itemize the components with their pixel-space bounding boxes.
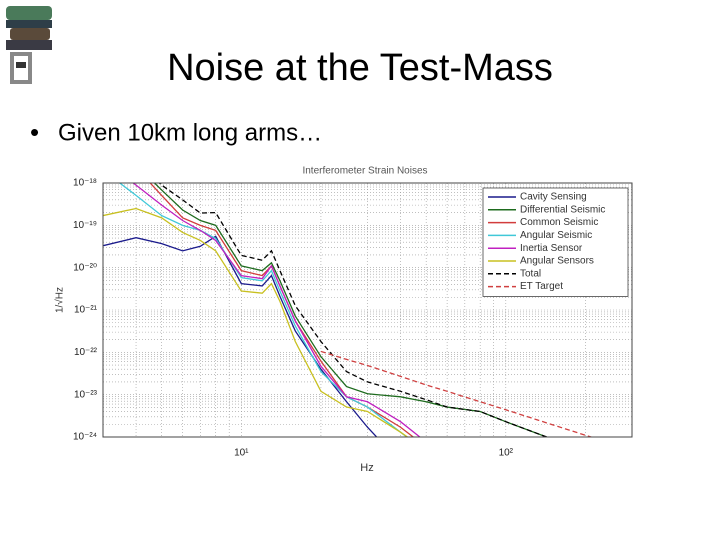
series-line [158, 183, 549, 437]
legend-label: ET Target [520, 281, 563, 292]
series-line [103, 207, 409, 437]
legend-label: Angular Seismic [520, 230, 592, 241]
chart-title: Interferometer Strain Noises [302, 166, 427, 177]
grid [103, 182, 632, 438]
series-line [103, 235, 378, 437]
bullet-text: Given 10km long arms… [58, 119, 322, 146]
plot-frame [102, 182, 633, 438]
legend-label: Common Seismic [520, 217, 598, 228]
series-line [118, 183, 408, 437]
plot-lines [103, 183, 594, 437]
logo [6, 6, 52, 84]
x-tick-label: 10² [499, 448, 514, 459]
legend-label: Angular Sensors [520, 256, 594, 267]
series-line [132, 183, 421, 437]
x-tick-label: 10¹ [234, 448, 249, 459]
series-line [320, 350, 594, 437]
y-tick-label: 10⁻²² [74, 347, 98, 358]
legend-label: Total [520, 268, 541, 279]
legend-label: Differential Seismic [520, 204, 605, 215]
x-axis-label: Hz [360, 462, 373, 474]
y-tick-label: 10⁻¹⁸ [73, 178, 97, 189]
y-axis-label: 1/√Hz [54, 287, 66, 313]
y-tick-label: 10⁻²⁴ [73, 432, 97, 443]
y-tick-label: 10⁻²⁰ [73, 262, 97, 273]
legend-box [482, 187, 629, 297]
y-tick-label: 10⁻¹⁹ [73, 220, 97, 231]
bullet-dot: • [30, 117, 39, 147]
slide-title: Noise at the Test-Mass [167, 47, 553, 89]
legend-label: Inertia Sensor [520, 243, 583, 254]
y-tick-label: 10⁻²³ [74, 389, 98, 400]
y-tick-label: 10⁻²¹ [74, 305, 98, 316]
legend-label: Cavity Sensing [520, 192, 587, 203]
